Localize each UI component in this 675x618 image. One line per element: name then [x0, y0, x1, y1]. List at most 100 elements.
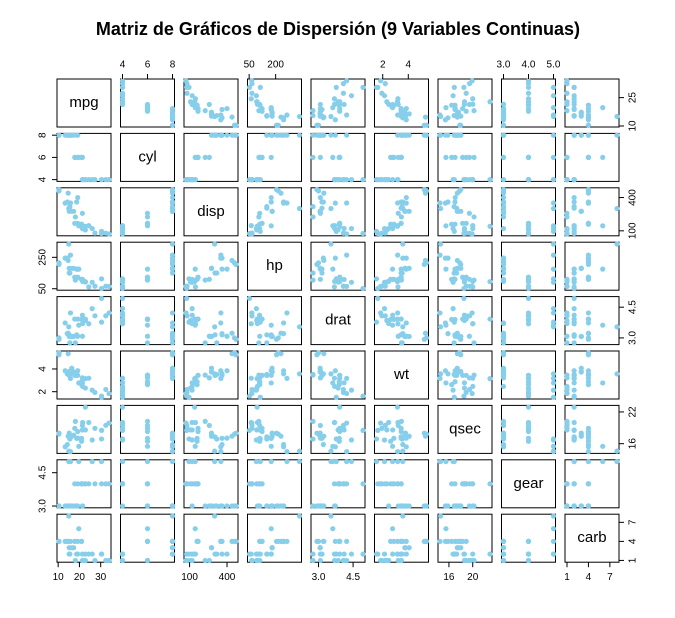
point: [330, 380, 336, 386]
point: [571, 319, 577, 325]
panel-frame: [183, 78, 239, 128]
point: [460, 220, 466, 226]
point: [256, 427, 263, 433]
point: [86, 321, 92, 327]
point: [144, 223, 151, 229]
point: [585, 122, 592, 128]
point: [403, 117, 409, 123]
point: [98, 551, 105, 557]
panel-frame: [310, 78, 366, 128]
point: [500, 101, 507, 107]
point: [144, 526, 151, 532]
point: [381, 93, 388, 99]
point: [310, 270, 316, 276]
point: [585, 503, 592, 509]
y-tick-label: 4: [38, 176, 49, 182]
point: [395, 538, 401, 544]
point: [333, 436, 339, 442]
point: [89, 551, 95, 557]
point: [373, 177, 380, 183]
point: [454, 538, 460, 544]
point: [315, 350, 322, 356]
panel-frame: [310, 187, 366, 237]
panel-frame: [183, 187, 239, 237]
point: [460, 372, 466, 378]
point: [550, 266, 557, 272]
point: [189, 380, 195, 386]
point: [373, 458, 380, 465]
point: [571, 205, 577, 211]
point: [331, 284, 338, 290]
point: [310, 277, 316, 283]
point: [585, 132, 592, 138]
point: [333, 394, 339, 400]
point: [184, 557, 190, 564]
point: [76, 458, 82, 465]
point: [66, 205, 72, 212]
point: [463, 389, 469, 396]
point: [89, 437, 95, 443]
point: [395, 200, 401, 206]
point: [585, 220, 592, 226]
panel-frame: [374, 187, 429, 237]
point: [403, 551, 409, 557]
point: [296, 458, 303, 465]
point: [402, 430, 409, 436]
point: [398, 316, 404, 322]
point: [395, 310, 401, 316]
point: [72, 316, 78, 322]
point: [98, 285, 105, 292]
point: [206, 557, 212, 564]
point: [72, 557, 78, 564]
point: [98, 228, 105, 234]
point: [564, 90, 570, 96]
point: [341, 225, 347, 232]
point: [202, 372, 208, 378]
point: [454, 205, 460, 211]
point: [321, 351, 327, 357]
point: [452, 379, 458, 385]
point: [268, 526, 274, 532]
point: [268, 435, 274, 441]
point: [348, 177, 355, 183]
point: [550, 526, 557, 532]
point: [79, 312, 86, 318]
point: [317, 194, 323, 201]
point: [186, 436, 192, 442]
point: [500, 368, 507, 374]
point: [119, 458, 126, 465]
panel-frame: [56, 241, 112, 291]
point: [278, 190, 284, 196]
point: [423, 335, 430, 341]
panel-frame: [374, 78, 429, 128]
point: [71, 265, 77, 271]
point: [437, 113, 444, 120]
point: [82, 316, 88, 322]
point: [195, 316, 201, 322]
point: [442, 538, 449, 544]
point: [341, 551, 347, 557]
x-tick-label: 100: [181, 572, 198, 583]
point: [66, 503, 72, 509]
point: [229, 433, 235, 439]
point: [564, 210, 570, 216]
point: [550, 276, 557, 282]
point: [386, 503, 392, 509]
point: [452, 333, 458, 339]
point: [269, 113, 275, 119]
point: [144, 435, 151, 441]
point: [360, 84, 366, 90]
point: [571, 380, 577, 386]
point: [550, 375, 557, 381]
point: [62, 255, 68, 261]
point: [437, 458, 444, 465]
point: [571, 404, 577, 410]
point: [280, 503, 287, 509]
point: [202, 503, 208, 509]
point: [119, 481, 126, 487]
point: [119, 283, 126, 289]
point: [360, 427, 366, 433]
point: [550, 113, 557, 120]
point: [394, 481, 401, 487]
